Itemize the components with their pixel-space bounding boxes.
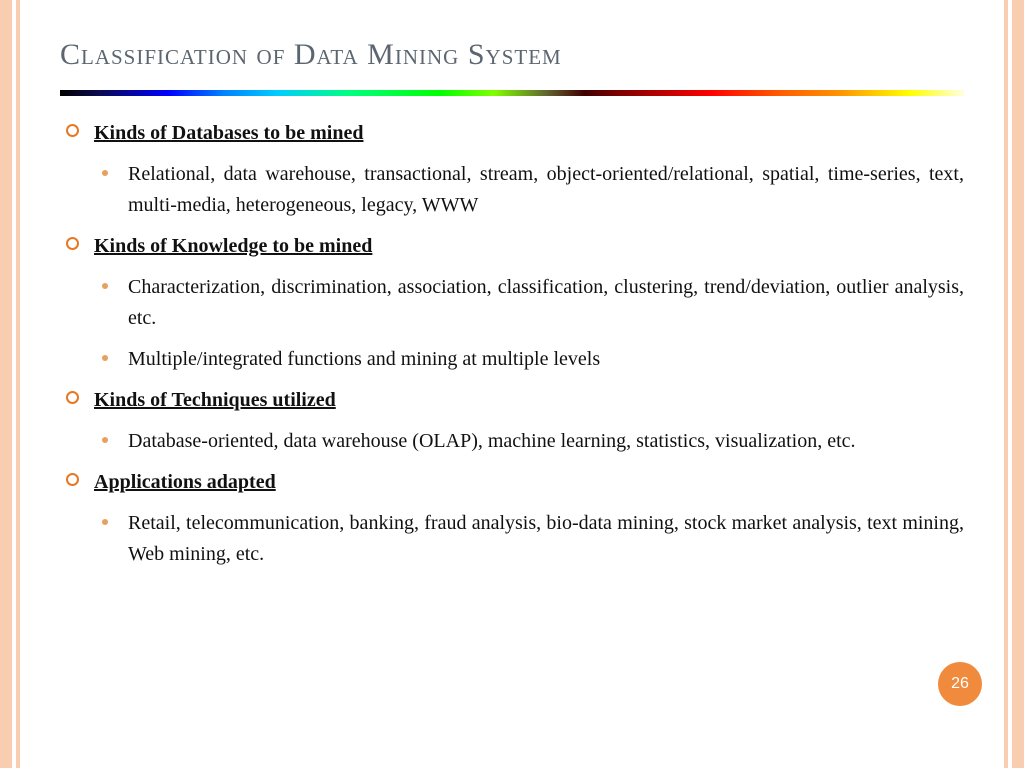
slide-border-outer-right xyxy=(1010,0,1024,768)
list-item: Retail, telecommunication, banking, frau… xyxy=(94,508,964,570)
section-heading: Kinds of Knowledge to be mined xyxy=(94,235,372,257)
dot-bullet-icon xyxy=(102,170,108,176)
page-number: 26 xyxy=(951,675,969,693)
dot-bullet-icon xyxy=(102,437,108,443)
dot-bullet-icon xyxy=(102,519,108,525)
slide-border-inner-right xyxy=(1004,0,1008,768)
ring-bullet-icon xyxy=(66,473,79,486)
dot-bullet-icon xyxy=(102,355,108,361)
page-number-badge: 26 xyxy=(938,662,982,706)
sub-list: Retail, telecommunication, banking, frau… xyxy=(94,508,964,570)
slide-title: Classification of Data Mining System xyxy=(60,38,964,72)
list-item-text: Database-oriented, data warehouse (OLAP)… xyxy=(128,430,856,452)
section-applications: Applications adapted Retail, telecommuni… xyxy=(60,467,964,570)
slide-border-outer-left xyxy=(0,0,14,768)
section-techniques: Kinds of Techniques utilized Database-or… xyxy=(60,385,964,457)
list-item: Characterization, discrimination, associ… xyxy=(94,272,964,334)
list-item-text: Retail, telecommunication, banking, frau… xyxy=(128,512,964,565)
dot-bullet-icon xyxy=(102,283,108,289)
section-heading: Kinds of Techniques utilized xyxy=(94,389,336,411)
list-item-text: Characterization, discrimination, associ… xyxy=(128,276,964,329)
slide-border-inner-left xyxy=(16,0,20,768)
section-knowledge: Kinds of Knowledge to be mined Character… xyxy=(60,231,964,375)
ring-bullet-icon xyxy=(66,391,79,404)
list-item: Relational, data warehouse, transactiona… xyxy=(94,159,964,221)
ring-bullet-icon xyxy=(66,124,79,137)
slide-content: Kinds of Databases to be mined Relationa… xyxy=(60,118,964,570)
outline-list: Kinds of Databases to be mined Relationa… xyxy=(60,118,964,570)
section-heading: Applications adapted xyxy=(94,471,276,493)
list-item-text: Multiple/integrated functions and mining… xyxy=(128,348,600,370)
section-heading: Kinds of Databases to be mined xyxy=(94,122,363,144)
list-item-text: Relational, data warehouse, transactiona… xyxy=(128,163,964,216)
slide-body: Classification of Data Mining System Kin… xyxy=(30,0,994,768)
spectrum-divider xyxy=(60,90,964,96)
list-item: Multiple/integrated functions and mining… xyxy=(94,344,964,375)
sub-list: Database-oriented, data warehouse (OLAP)… xyxy=(94,426,964,457)
sub-list: Relational, data warehouse, transactiona… xyxy=(94,159,964,221)
section-databases: Kinds of Databases to be mined Relationa… xyxy=(60,118,964,221)
list-item: Database-oriented, data warehouse (OLAP)… xyxy=(94,426,964,457)
sub-list: Characterization, discrimination, associ… xyxy=(94,272,964,375)
ring-bullet-icon xyxy=(66,237,79,250)
